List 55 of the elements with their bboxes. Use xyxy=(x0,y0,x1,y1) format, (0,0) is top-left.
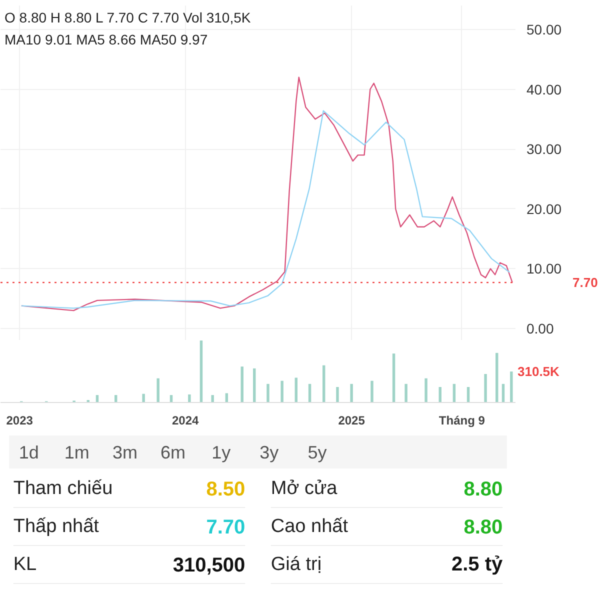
x-tick-label: 2023 xyxy=(6,414,34,428)
x-tick-label: 2025 xyxy=(338,414,366,428)
text: 310,500 xyxy=(172,554,246,576)
bar xyxy=(211,395,214,402)
bar xyxy=(322,365,326,402)
bar xyxy=(510,372,513,402)
bar xyxy=(336,387,339,402)
category-label: Thấp nhất xyxy=(13,516,100,537)
text: 7.70 xyxy=(206,516,246,538)
category-label: KL xyxy=(13,554,37,575)
x-tick-label: Tháng 9 xyxy=(438,414,486,428)
line-series xyxy=(20,110,510,309)
text: 3m xyxy=(112,442,138,462)
y-tick-label: 50.00 xyxy=(526,21,562,38)
text: 6m xyxy=(160,442,186,462)
text: 310.5K xyxy=(518,364,560,379)
bar xyxy=(392,354,396,402)
bar xyxy=(438,387,442,402)
text: 5y xyxy=(308,442,327,462)
bar xyxy=(496,352,498,402)
annotation: O 8.80 H 8.80 L 7.70 C 7.70 Vol 310,5K xyxy=(4,10,252,26)
bar xyxy=(294,378,298,402)
text: 1d xyxy=(18,442,39,462)
bar xyxy=(253,368,256,402)
bar xyxy=(156,378,160,402)
bar xyxy=(266,384,270,402)
text: 1m xyxy=(64,442,90,462)
y-tick-label: 20.00 xyxy=(526,200,562,217)
text: 2.5 tỷ xyxy=(451,554,503,576)
bar xyxy=(350,384,353,402)
x-tick-label: 2024 xyxy=(172,414,200,428)
text: 8.80 xyxy=(464,478,503,500)
text: 8.50 xyxy=(206,478,246,500)
category-label: Giá trị xyxy=(270,554,322,575)
bar xyxy=(142,394,145,402)
category-label: Cao nhất xyxy=(270,516,349,537)
text: 8.80 xyxy=(464,516,503,538)
text: 3y xyxy=(260,442,279,462)
y-tick-label: 0.00 xyxy=(526,320,554,337)
bar xyxy=(188,394,191,402)
ref-line-label: 7.70 xyxy=(572,274,598,290)
bar xyxy=(200,340,203,402)
bar xyxy=(280,380,284,402)
bar xyxy=(484,374,487,402)
bar xyxy=(404,384,408,402)
bar xyxy=(424,378,428,402)
bar xyxy=(240,366,244,402)
y-tick-label: 10.00 xyxy=(526,260,562,277)
bar xyxy=(370,380,374,402)
y-tick-label: 40.00 xyxy=(526,81,562,98)
y-tick-label: 30.00 xyxy=(526,141,562,158)
text: 1y xyxy=(212,442,231,462)
category-label: Tham chiếu xyxy=(13,478,113,499)
annotation: MA10 9.01 MA5 8.66 MA50 9.97 xyxy=(4,32,208,48)
category-label: Mở cửa xyxy=(270,478,338,499)
